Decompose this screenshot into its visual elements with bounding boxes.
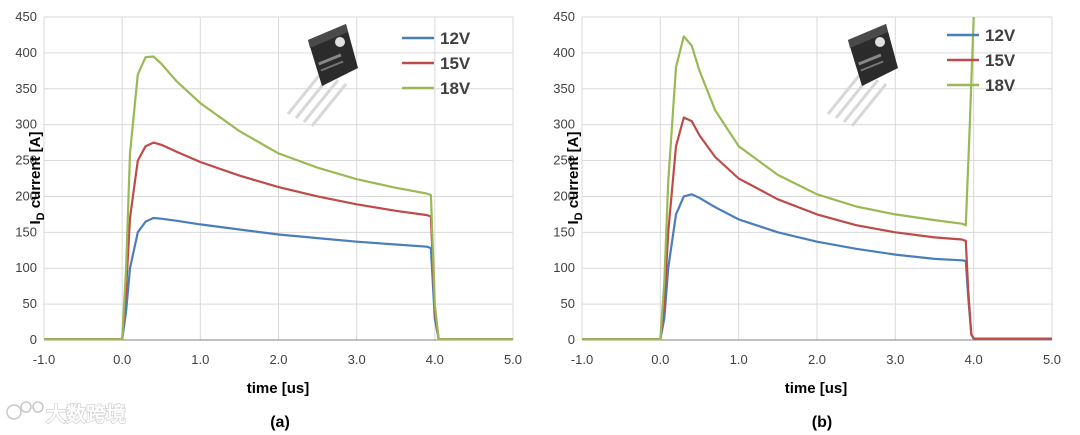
x-tick-label: -1.0	[33, 352, 55, 367]
legend-b: 12V 15V 18V	[947, 26, 1016, 95]
y-tick-label: 250	[553, 153, 575, 168]
x-tick-label: 0.0	[651, 352, 669, 367]
y-tick-label: 50	[561, 296, 575, 311]
y-tick-label: 400	[553, 45, 575, 60]
legend-label-15V: 15V	[440, 54, 471, 73]
watermark-logo-icon	[6, 401, 44, 420]
y-tick-label: 150	[15, 224, 37, 239]
chart-panel-b: 0 50 100 150 200 250 300 350 400 450 -1.0 0.0 1.0 2.…	[553, 9, 1061, 431]
y-axis-title-a: ID current [A]	[27, 132, 47, 225]
x-tick-label: 4.0	[426, 352, 444, 367]
legend-label-18V: 18V	[985, 76, 1016, 95]
x-tick-label: 5.0	[504, 352, 522, 367]
y-tick-label: 300	[15, 117, 37, 132]
x-tick-label: 1.0	[730, 352, 748, 367]
x-tick-label: 5.0	[1043, 352, 1061, 367]
series-line-18V	[44, 55, 513, 341]
to247-transistor-package-icon	[286, 24, 358, 127]
y-tick-label: 400	[15, 45, 37, 60]
y-tick-labels-a: 0 50 100 150 200 250 300 350 400 450	[15, 9, 37, 347]
y-tick-label: 100	[15, 260, 37, 275]
y-tick-label: 100	[553, 260, 575, 275]
x-tick-labels-a: -1.0 0.0 1.0 2.0 3.0 4.0 5.0	[33, 352, 522, 367]
y-axis-title-b: ID current [A]	[565, 132, 585, 225]
grid-b	[581, 16, 1053, 341]
series-lines-b	[582, 16, 1052, 341]
chart-panel-a: 0 50 100 150 200 250 300 350 400 450 -1.0 0.0 1.0 2.…	[15, 9, 522, 431]
legend-label-15V: 15V	[985, 51, 1016, 70]
legend-label-12V: 12V	[985, 26, 1016, 45]
grid-a	[43, 16, 514, 341]
y-tick-label: 0	[30, 332, 37, 347]
series-line-15V	[582, 116, 1052, 341]
y-tick-label: 200	[553, 188, 575, 203]
x-tick-label: 3.0	[886, 352, 904, 367]
x-tick-label: 2.0	[808, 352, 826, 367]
y-tick-label: 250	[15, 153, 37, 168]
y-tick-label: 450	[553, 9, 575, 24]
y-tick-labels-b: 0 50 100 150 200 250 300 350 400 450	[553, 9, 575, 347]
x-tick-label: 2.0	[269, 352, 287, 367]
y-tick-label: 350	[553, 81, 575, 96]
panel-label-b: (b)	[812, 414, 832, 431]
x-tick-label: 0.0	[113, 352, 131, 367]
x-tick-labels-b: -1.0 0.0 1.0 2.0 3.0 4.0 5.0	[571, 352, 1061, 367]
y-tick-label: 300	[553, 117, 575, 132]
legend-label-12V: 12V	[440, 29, 471, 48]
y-tick-label: 0	[568, 332, 575, 347]
y-tick-label: 50	[23, 296, 37, 311]
series-line-18V	[582, 16, 975, 341]
to247-transistor-package-icon	[826, 24, 898, 127]
x-tick-label: 4.0	[965, 352, 983, 367]
y-tick-label: 200	[15, 188, 37, 203]
watermark-text: 大数跨境	[46, 402, 126, 426]
series-line-15V	[44, 141, 513, 341]
x-tick-label: 1.0	[191, 352, 209, 367]
x-tick-label: 3.0	[348, 352, 366, 367]
legend-a: 12V 15V 18V	[402, 29, 471, 98]
series-line-12V	[44, 216, 513, 341]
series-lines-a	[44, 55, 513, 341]
x-axis-title-a: time [us]	[247, 380, 310, 397]
panel-label-a: (a)	[270, 414, 290, 431]
y-tick-label: 350	[15, 81, 37, 96]
x-axis-title-b: time [us]	[785, 380, 848, 397]
legend-label-18V: 18V	[440, 79, 471, 98]
y-tick-label: 450	[15, 9, 37, 24]
y-tick-label: 150	[553, 224, 575, 239]
x-tick-label: -1.0	[571, 352, 593, 367]
watermark: 大数跨境	[6, 401, 127, 427]
